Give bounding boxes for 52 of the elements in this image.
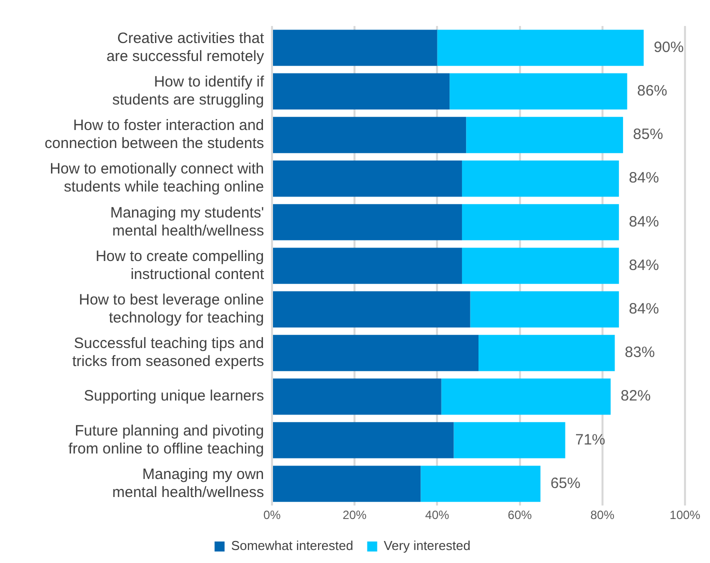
bar bbox=[462, 248, 619, 284]
y-tick-label: Managing my students' mental health/wellness bbox=[110, 204, 264, 240]
bar bbox=[273, 466, 421, 502]
bar bbox=[441, 378, 611, 415]
y-tick-label: How to identify if students are struggling bbox=[112, 74, 265, 109]
x-tick-label: 100% bbox=[670, 508, 701, 522]
bar bbox=[273, 291, 470, 328]
bar bbox=[454, 422, 566, 458]
x-tick-label: 80% bbox=[590, 508, 615, 522]
bar bbox=[470, 291, 619, 328]
bar bbox=[273, 248, 462, 284]
bar bbox=[273, 422, 454, 458]
y-tick-label: How to create compelling instructional content bbox=[96, 248, 265, 283]
total-label: 84% bbox=[628, 213, 659, 230]
bar bbox=[273, 204, 462, 240]
total-label: 65% bbox=[550, 474, 580, 492]
total-label: 85% bbox=[633, 126, 664, 144]
y-tick-label: Future planning and pivoting from online to offline teaching bbox=[68, 422, 264, 458]
bar bbox=[273, 160, 462, 197]
total-label: 86% bbox=[637, 82, 668, 100]
bar bbox=[450, 73, 628, 110]
total-label: 83% bbox=[624, 344, 655, 362]
x-tick-label: 0% bbox=[263, 508, 281, 522]
legend-label: Very interested bbox=[384, 538, 470, 554]
y-tick-label: Supporting unique learners bbox=[84, 388, 264, 405]
x-tick-label: 40% bbox=[425, 508, 450, 522]
legend-label: Somewhat interested bbox=[231, 538, 354, 554]
x-tick-label: 60% bbox=[508, 508, 532, 522]
total-label: 84% bbox=[628, 256, 659, 274]
bar bbox=[420, 466, 540, 502]
total-label: 82% bbox=[620, 388, 651, 405]
bar bbox=[273, 378, 442, 415]
total-label: 90% bbox=[654, 38, 684, 56]
y-tick-label: Successful teaching tips and tricks from seasoned experts bbox=[72, 335, 264, 370]
x-tick-label: 20% bbox=[342, 508, 367, 522]
bar bbox=[273, 30, 438, 66]
bar bbox=[478, 334, 615, 372]
bar bbox=[466, 116, 624, 154]
bar bbox=[462, 204, 619, 240]
total-label: 84% bbox=[628, 300, 659, 318]
bar bbox=[273, 73, 450, 110]
bar bbox=[462, 160, 619, 197]
y-tick-label: Creative activities that are successful remotely bbox=[106, 30, 265, 65]
y-tick-label: How to emotionally connect with students while teaching online bbox=[50, 160, 264, 196]
total-label: 71% bbox=[575, 431, 606, 448]
bar bbox=[273, 334, 478, 372]
y-tick-label: How to best leverage online technology for teaching bbox=[78, 292, 264, 327]
bar bbox=[437, 30, 644, 66]
y-tick-label: How to foster interaction and connection between the students bbox=[44, 117, 264, 152]
bar bbox=[273, 116, 466, 154]
total-label: 84% bbox=[628, 170, 659, 187]
y-tick-label: Managing my own mental health/wellness bbox=[112, 466, 264, 501]
